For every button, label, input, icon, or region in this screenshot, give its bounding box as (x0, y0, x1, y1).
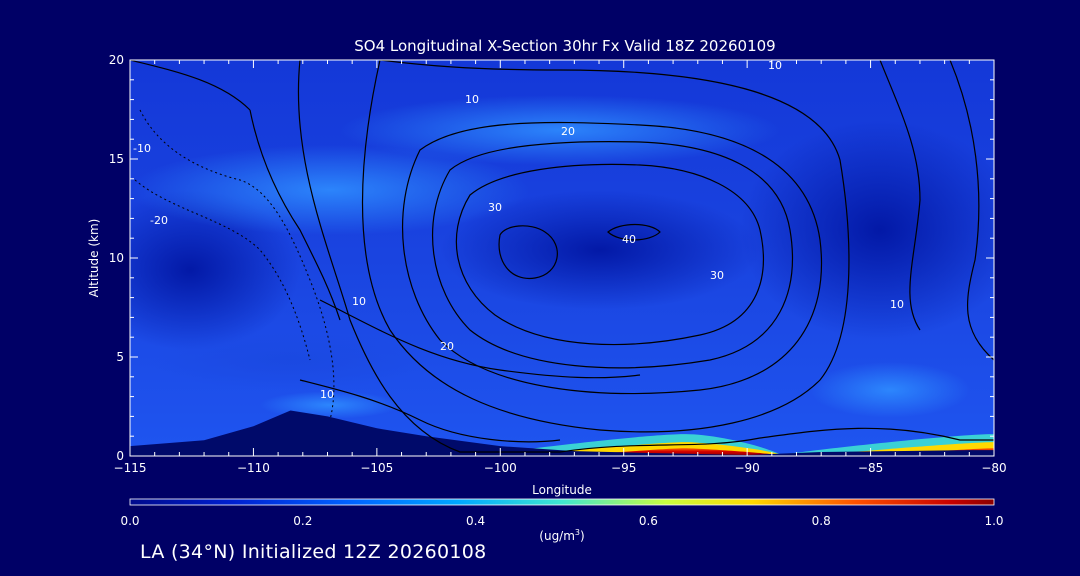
colorbar-ramp (130, 499, 994, 505)
x-tick-label: −110 (237, 461, 270, 475)
colorbar-tick-label: 0.2 (293, 514, 312, 528)
contour-20 (361, 60, 850, 433)
contour-label: 30 (488, 201, 502, 214)
x-tick-label: −90 (734, 461, 759, 475)
colorbar-tick-label: 0.6 (639, 514, 658, 528)
colorbar-tick-label: 0.0 (120, 514, 139, 528)
colorbar: 0.0 0.2 0.4 0.6 0.8 1.0 (ug/m3) (120, 498, 1004, 543)
x-axis: −115 −110 −105 −100 −95 −90 −85 −80 (114, 60, 1007, 475)
contour-label: 10 (890, 298, 904, 311)
contour-mid-west (249, 109, 341, 321)
contour-lines (130, 60, 994, 453)
contour-35 (455, 163, 764, 346)
field-blob-surface-east (810, 362, 970, 418)
x-tick-label: −105 (360, 461, 393, 475)
colorbar-unit-close: ) (580, 529, 585, 543)
contour-outer-east (949, 60, 994, 361)
y-axis-label: Altitude (km) (87, 219, 101, 298)
contour-dotted-b (134, 179, 311, 361)
plot-area: 10 10 20 30 40 30 20 10 10 10 -20 -10 (130, 59, 994, 456)
contour-label: 10 (352, 295, 366, 308)
colorbar-unit-text: (ug/m (539, 529, 575, 543)
y-tick-label: 20 (109, 53, 124, 67)
colorbar-frame (129, 498, 995, 506)
y-tick-label: 0 (116, 449, 124, 463)
field-blob-low (150, 330, 430, 390)
y-tick-label: 10 (109, 251, 124, 265)
colorbar-tick-label: 0.4 (466, 514, 485, 528)
contour-10-outer (297, 60, 994, 453)
terrain (130, 410, 994, 456)
y-tick-label: 15 (109, 152, 124, 166)
contour-labels: 10 10 20 30 40 30 20 10 10 10 -20 -10 (133, 59, 904, 401)
colorbar-unit-superscript: 3 (575, 528, 580, 537)
contour-lower (319, 299, 641, 379)
surface-core (520, 448, 785, 456)
contour-label: 10 (320, 388, 334, 401)
field-blob-upper (130, 145, 530, 235)
colorbar-ticks: 0.0 0.2 0.4 0.6 0.8 1.0 (120, 514, 1003, 528)
field-blob-east (740, 120, 994, 340)
colorbar-unit: (ug/m3) (539, 528, 584, 543)
contour-40-east (607, 223, 661, 241)
x-tick-label: −85 (858, 461, 883, 475)
field-blob-upper-2 (340, 95, 780, 165)
contour-40-west (498, 225, 558, 280)
colorbar-tick-label: 1.0 (984, 514, 1003, 528)
contour-label: -20 (150, 214, 168, 227)
contour-10-east (879, 60, 921, 331)
contour-label: -10 (133, 142, 151, 155)
contour-label: 40 (622, 233, 636, 246)
x-axis-label: Longitude (532, 483, 592, 497)
x-tick-label: −100 (484, 461, 517, 475)
contour-30-b (432, 141, 793, 369)
contour-label: 30 (710, 269, 724, 282)
contour-30-a (401, 121, 823, 395)
contour-label: 20 (440, 340, 454, 353)
field-blob-core (440, 190, 760, 310)
chart-title: SO4 Longitudinal X-Section 30hr Fx Valid… (354, 37, 775, 55)
x-tick-label: −115 (114, 461, 147, 475)
contour-label: 20 (561, 125, 575, 138)
x-tick-label: −95 (611, 461, 636, 475)
footer-init-text: LA (34°N) Initialized 12Z 20260108 (140, 541, 487, 563)
contour-near-surface (299, 379, 561, 443)
contour-label: 10 (465, 93, 479, 106)
contour-0-northwest (130, 60, 251, 111)
contour-label: 10 (768, 59, 782, 72)
colorbar-tick-label: 0.8 (812, 514, 831, 528)
x-tick-label: −80 (981, 461, 1006, 475)
contour-dotted-a (139, 109, 335, 421)
y-tick-label: 5 (116, 350, 124, 364)
y-axis: 0 5 10 15 20 (109, 53, 994, 463)
